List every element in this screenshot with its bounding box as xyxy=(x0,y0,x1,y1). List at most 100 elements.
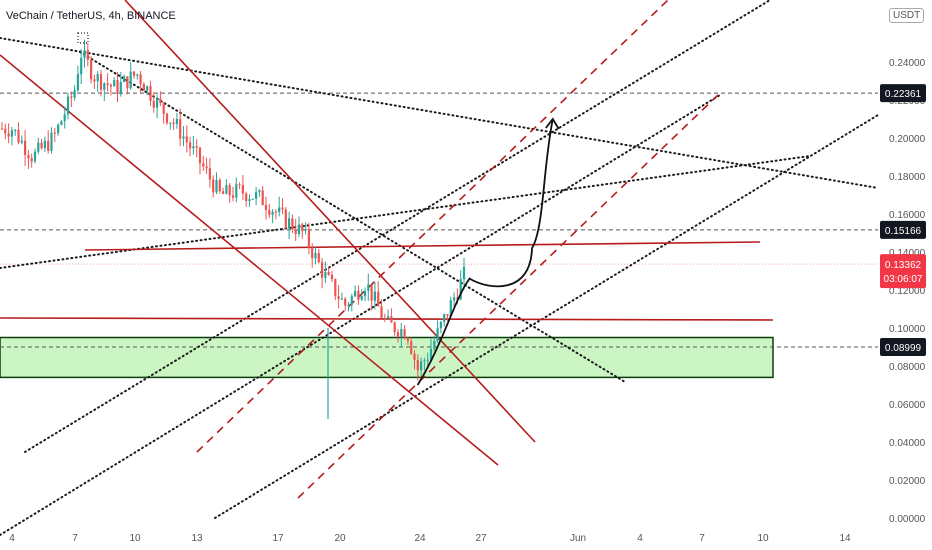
currency-button[interactable]: USDT xyxy=(889,8,925,23)
candle-body xyxy=(185,136,188,143)
x-tick-label: 7 xyxy=(72,533,78,544)
candle-body xyxy=(354,290,357,297)
candle-body xyxy=(443,314,446,322)
candle-body xyxy=(129,71,132,89)
demand-zone xyxy=(0,336,774,379)
candle-body xyxy=(159,98,162,104)
candle-body xyxy=(76,74,79,91)
candle-body xyxy=(340,298,343,300)
candle-body xyxy=(235,184,238,198)
price-tag: 0.13362 03:06:07 xyxy=(880,254,926,289)
candle-body xyxy=(383,317,386,319)
y-tick-label: 0.00000 xyxy=(889,514,926,525)
x-tick-label: 14 xyxy=(839,533,851,544)
candle-body xyxy=(109,84,112,87)
candle-body xyxy=(367,284,370,291)
candle-body xyxy=(222,191,225,194)
candle-body xyxy=(410,341,413,354)
candle-body xyxy=(255,192,258,199)
candle-body xyxy=(261,190,264,206)
candle-body xyxy=(284,209,287,229)
candle-body xyxy=(324,272,327,278)
candle-body xyxy=(327,272,330,275)
candle-body xyxy=(294,229,297,234)
candle-body xyxy=(406,338,409,342)
candle-body xyxy=(4,128,7,134)
candle-body xyxy=(271,211,274,215)
last-price-tag xyxy=(880,254,926,289)
candle-body xyxy=(400,329,403,337)
candle-body xyxy=(175,119,178,124)
level-tag-value: 0.08999 xyxy=(885,343,922,354)
y-tick-label: 0.20000 xyxy=(889,134,926,145)
candle-body xyxy=(93,79,96,82)
candle-body xyxy=(162,103,165,114)
candle-body xyxy=(228,185,231,196)
candle-body xyxy=(453,297,456,301)
candle-body xyxy=(103,83,106,90)
y-tick-label: 0.18000 xyxy=(889,172,926,183)
candle-body xyxy=(33,151,37,162)
x-tick-label: 10 xyxy=(757,533,769,544)
candle-body xyxy=(189,142,192,149)
level-tag xyxy=(880,220,926,239)
candle-body xyxy=(116,80,119,95)
x-tick-label: 4 xyxy=(637,533,643,544)
candle-body xyxy=(360,296,363,300)
candle-body xyxy=(66,96,70,115)
x-tick-label: 7 xyxy=(699,533,705,544)
candle-body xyxy=(264,205,268,210)
candle-body xyxy=(238,184,241,186)
candle-body xyxy=(413,353,416,361)
candle-body xyxy=(439,321,442,329)
candle-body xyxy=(420,361,423,371)
candle-body xyxy=(90,59,93,80)
candle-body xyxy=(350,296,353,305)
candle-body xyxy=(278,207,281,213)
candle-body xyxy=(304,229,307,231)
candle-body xyxy=(182,136,185,139)
candle-body xyxy=(192,146,195,149)
candle-body xyxy=(390,316,393,323)
candle-body xyxy=(208,168,211,180)
dotted-trendline xyxy=(24,0,771,453)
candle-body xyxy=(17,129,20,143)
level-tag-value: 0.22361 xyxy=(885,89,922,100)
candle-body xyxy=(202,163,205,167)
candle-body xyxy=(53,132,56,134)
candle-body xyxy=(456,297,459,300)
level-tag xyxy=(880,84,926,103)
candle-body xyxy=(347,304,350,306)
chart-title: VeChain / TetherUS, 4h, BINANCE xyxy=(6,10,176,22)
candle-body xyxy=(47,140,50,151)
candle-body xyxy=(297,224,301,234)
candle-body xyxy=(314,253,317,259)
x-tick-label: 4 xyxy=(9,533,15,544)
candles xyxy=(0,39,466,381)
candle-body xyxy=(436,328,439,341)
candle-body xyxy=(60,121,63,125)
y-tick-label: 0.24000 xyxy=(889,58,926,69)
candle-body xyxy=(83,50,86,58)
y-axis: 0.240000.220000.200000.180000.160000.140… xyxy=(889,58,926,525)
candle-body xyxy=(241,185,244,194)
candle-body xyxy=(57,124,60,134)
candle-body xyxy=(179,119,182,139)
dashed-channel-line xyxy=(196,0,669,453)
candle-body xyxy=(106,83,109,85)
x-tick-label: 27 xyxy=(475,533,487,544)
candle-body xyxy=(373,291,376,301)
candle-body xyxy=(251,198,254,200)
candle-body xyxy=(149,86,152,101)
candle-body xyxy=(403,329,406,339)
candle-body xyxy=(423,360,426,362)
candle-body xyxy=(344,298,347,306)
candle-body xyxy=(156,98,159,108)
y-tick-label: 0.12000 xyxy=(889,286,926,297)
candle-body xyxy=(136,74,139,76)
candle-body xyxy=(24,140,27,155)
candle-body xyxy=(446,314,449,316)
candle-body xyxy=(248,199,251,202)
